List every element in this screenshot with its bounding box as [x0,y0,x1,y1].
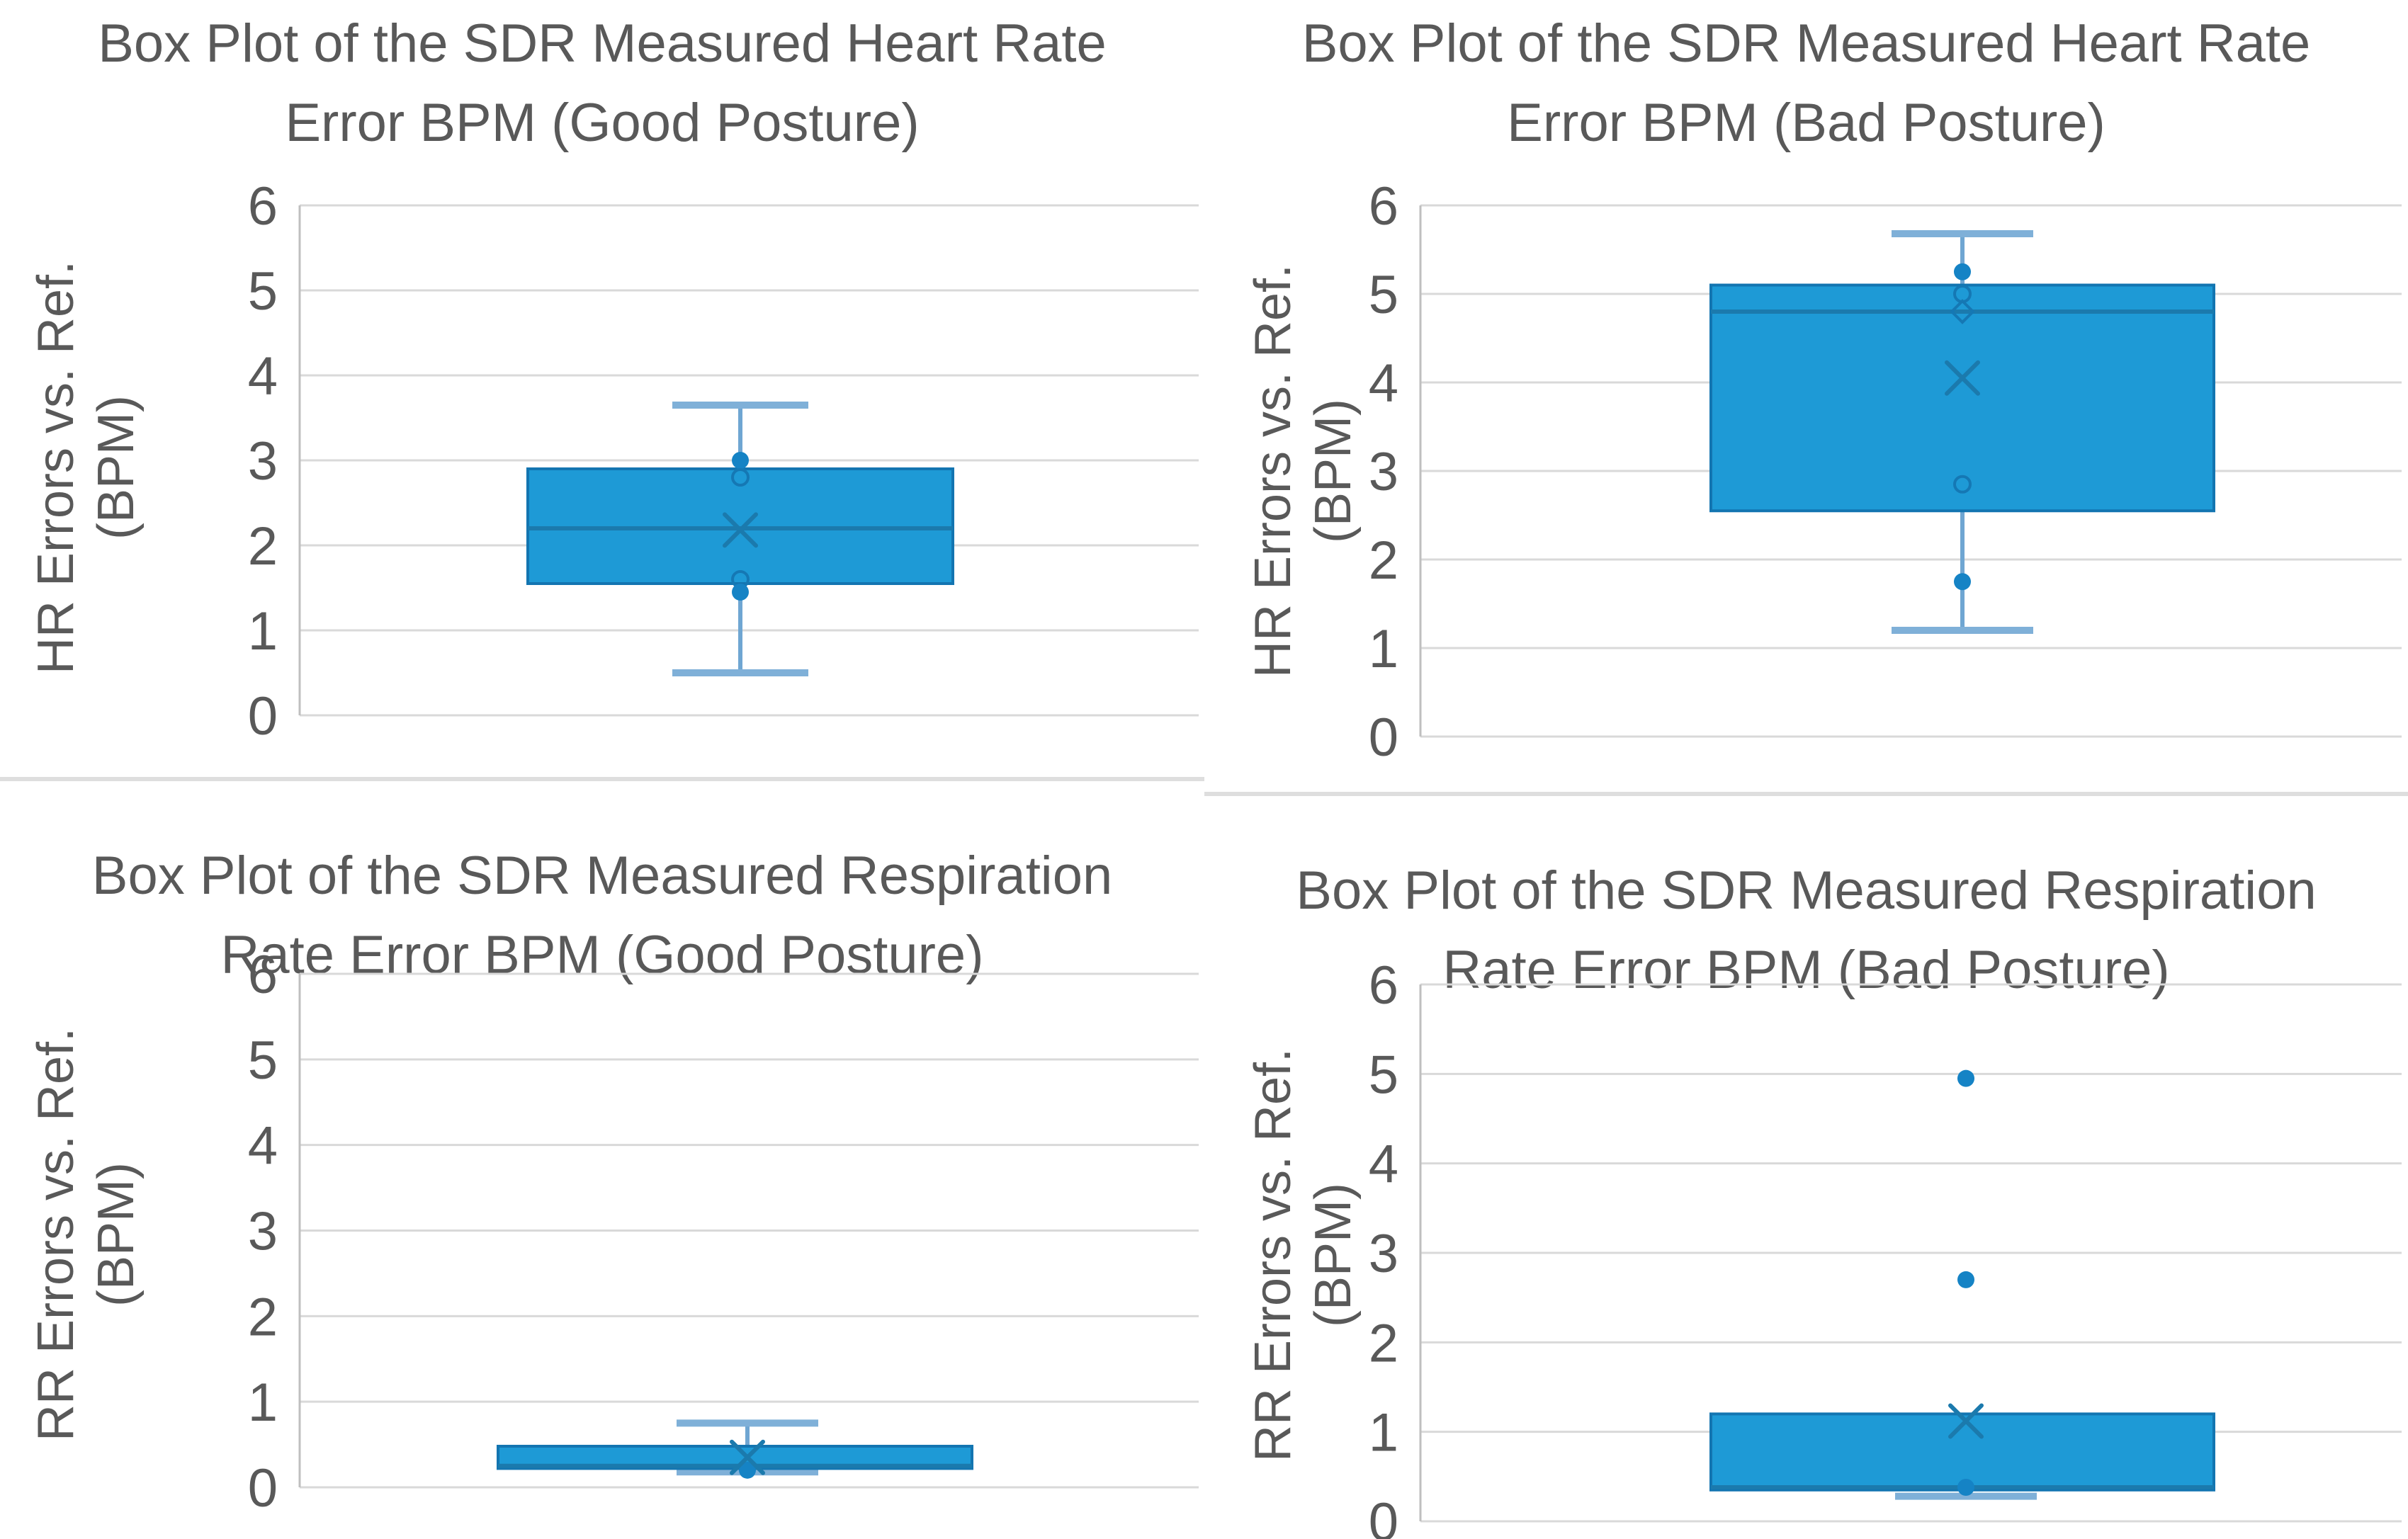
data-point-filled [1954,263,1971,280]
data-point-filled [1957,1271,1974,1288]
data-point-filled [732,584,749,601]
y-tick-label: 6 [1369,955,1398,1016]
chart-title-line1: Box Plot of the SDR Measured Respiration [91,846,1113,906]
data-point-filled [1954,573,1971,591]
chart-title: Box Plot of the SDR Measured Respiration… [1233,851,2380,1011]
y-tick-label: 2 [248,1287,278,1347]
y-tick-label: 4 [1369,353,1398,414]
y-tick-label: 1 [1369,1403,1398,1463]
y-tick-label: 5 [248,1030,278,1091]
y-tick-label: 4 [1369,1135,1398,1195]
boxplot-canvas: 0 1 2 3 4 5 6 [248,176,1199,746]
boxplot-canvas: 0 1 2 3 4 5 6 [1369,955,2402,1539]
mean-marker [1948,1403,1984,1439]
data-point-filled [1957,1478,1974,1496]
chart-hr-good-posture: Box Plot of the SDR Measured Heart Rate … [0,0,1204,781]
whisker-cap [1892,627,2033,634]
y-tick-label: 3 [248,431,278,492]
chart-hr-bad-posture: Box Plot of the SDR Measured Heart Rate … [1204,0,2408,796]
data-point-diamond [1950,299,1975,324]
y-tick-label: 2 [1369,1313,1398,1373]
y-tick-label: 5 [248,261,278,322]
y-tick-label: 0 [1369,708,1398,768]
y-tick-label: 6 [1369,176,1398,237]
mean-marker [730,1439,765,1475]
whisker-cap [1892,230,2033,237]
y-tick-label: 0 [248,1458,278,1518]
y-tick-label: 6 [248,945,278,1005]
chart-title-line1: Box Plot of the SDR Measured Respiration [1296,861,2317,921]
y-tick-label: 4 [248,1116,278,1176]
chart-title: Box Plot of the SDR Measured Heart Rate … [1233,4,2380,164]
y-tick-label: 1 [248,1373,278,1433]
chart-title-line2: Error BPM (Good Posture) [285,93,920,154]
y-tick-label: 4 [248,346,278,407]
chart-title: Box Plot of the SDR Measured Heart Rate … [28,4,1176,164]
whisker-cap [1895,1492,2037,1500]
horizontal-divider-left [0,777,1204,781]
y-tick-label: 1 [248,601,278,661]
data-point-filled [732,452,749,469]
y-tick-label: 3 [1369,1224,1398,1284]
chart-title: Box Plot of the SDR Measured Respiration… [28,836,1176,996]
horizontal-divider-right [1204,792,2408,796]
y-tick-label: 2 [1369,530,1398,591]
chart-title-line2: Error BPM (Bad Posture) [1507,93,2105,154]
boxplot-canvas: 0 1 2 3 4 5 6 [1369,176,2402,768]
whisker-cap [672,402,808,409]
chart-rr-good-posture: Box Plot of the SDR Measured Respiration… [0,781,1204,1539]
y-tick-label: 6 [248,176,278,237]
y-tick-label: 5 [1369,265,1398,325]
chart-title-line1: Box Plot of the SDR Measured Heart Rate [1301,13,2311,74]
mean-marker [723,512,758,548]
chart-rr-bad-posture: Box Plot of the SDR Measured Respiration… [1204,796,2408,1539]
data-point-open [731,468,750,487]
y-tick-label: 5 [1369,1045,1398,1105]
mean-marker [1945,360,1980,396]
chart-title-line1: Box Plot of the SDR Measured Heart Rate [98,13,1107,74]
chart-title-line2: Rate Error BPM (Good Posture) [220,925,984,986]
y-tick-label: 3 [248,1202,278,1262]
y-tick-label: 2 [248,516,278,577]
y-tick-label: 0 [248,686,278,746]
whisker-cap [677,1419,818,1427]
y-tick-label: 0 [1369,1492,1398,1539]
data-point-filled [1957,1069,1974,1087]
y-tick-label: 1 [1369,619,1398,679]
whisker-cap [672,669,808,676]
data-point-open [1953,475,1972,494]
y-tick-label: 3 [1369,442,1398,502]
data-point-filled [739,1461,756,1479]
boxplot-canvas: 0 1 2 3 4 5 6 [248,945,1199,1518]
chart-title-line2: Rate Error BPM (Bad Posture) [1442,940,2170,1001]
